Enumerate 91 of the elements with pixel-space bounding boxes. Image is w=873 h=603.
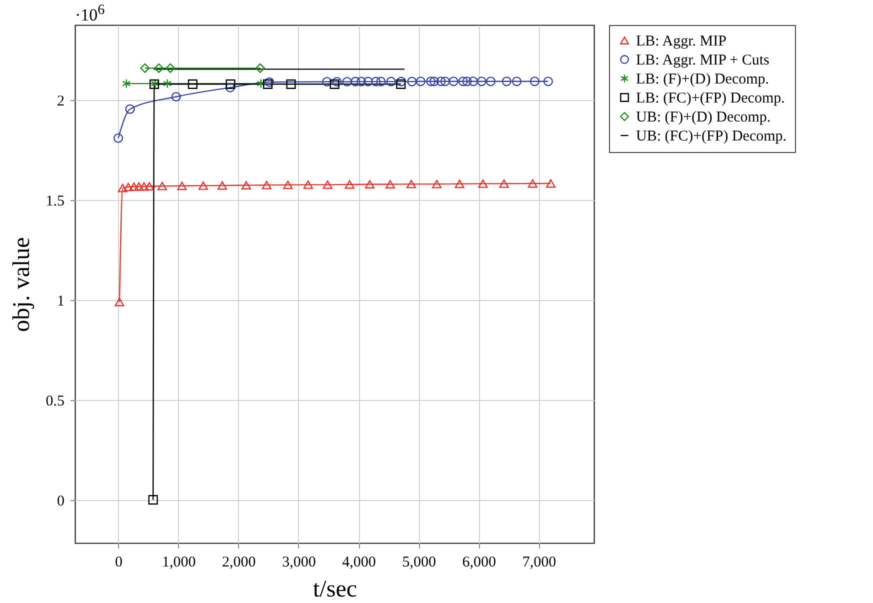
point [332,76,342,87]
point [226,79,236,89]
point [478,179,488,188]
point [241,181,251,190]
point [154,63,164,73]
y-tick-label: 2 [57,94,64,110]
y-tick-label: 0.5 [46,393,64,410]
x-tick-label: 2,000 [222,554,256,570]
point [468,76,478,86]
x-tick-label: 0 [115,554,122,570]
point [322,76,332,87]
point [188,79,198,89]
point [144,182,154,190]
y-tick-label: 0 [57,493,64,510]
legend-label: UB: (FC)+(FP) Decomp. [636,128,787,144]
point [171,92,181,102]
point [386,76,396,86]
point [440,76,450,86]
y-tick-label: 1 [57,293,64,310]
point [407,76,417,86]
point [432,180,442,188]
x-tick-label: 7,000 [522,554,556,570]
legend-label: LB: Aggr. MIP + Cuts [636,52,770,68]
point [139,182,149,191]
point [416,76,426,86]
point [157,182,168,190]
point [429,76,439,86]
point [166,63,176,73]
y-tick-label: 1.5 [46,194,64,210]
point [177,182,187,190]
x-tick-label: 5,000 [402,554,436,570]
point [125,104,135,114]
point [286,79,296,89]
point [134,182,144,191]
x-tick-label: 4,000 [342,554,376,570]
point [123,182,134,192]
point [448,76,458,86]
point [262,180,272,190]
legend-label: LB: Aggr. MIP [636,34,726,50]
point [376,76,386,86]
point [396,79,406,89]
point [140,63,150,73]
point [118,184,128,192]
point [114,298,124,306]
point [163,78,172,88]
point [363,76,373,86]
x-axis-title: t/sec [313,576,357,602]
point [462,76,472,86]
point [129,182,139,191]
point [385,180,395,188]
point [454,180,464,188]
point [364,180,375,188]
point [396,76,406,86]
point [458,76,468,86]
legend-label: UB: (F)+(D) Decomp. [636,110,771,126]
point [436,76,446,86]
point [342,76,352,87]
y-axis-title: obj. value [8,237,35,332]
point [256,78,266,88]
legend-label: LB: (F)+(D) Decomp. [636,72,770,88]
text: ·10$^{6}$ [75,2,105,26]
point [225,82,235,92]
point [356,76,366,86]
point [426,76,436,86]
point [502,76,512,86]
point [406,180,416,188]
point [303,180,313,189]
legend-label: LB: (FC)+(FP) Decomp. [636,90,785,106]
point [350,76,360,86]
point [330,79,340,89]
point [198,181,208,190]
x-tick-label: 1,000 [162,554,196,570]
point [528,179,538,188]
point [122,78,131,88]
point [217,181,228,190]
point [546,179,556,188]
point [512,76,522,86]
x-tick-label: 6,000 [462,554,496,570]
point [344,180,354,189]
point [255,63,265,73]
point [486,76,496,86]
point [371,76,381,86]
point [283,180,293,190]
point [499,179,509,188]
x-tick-label: 3,000 [282,554,316,570]
point [530,76,540,86]
point [113,133,124,143]
point [476,76,486,86]
point [322,180,332,189]
point [543,76,553,86]
point [148,495,158,505]
